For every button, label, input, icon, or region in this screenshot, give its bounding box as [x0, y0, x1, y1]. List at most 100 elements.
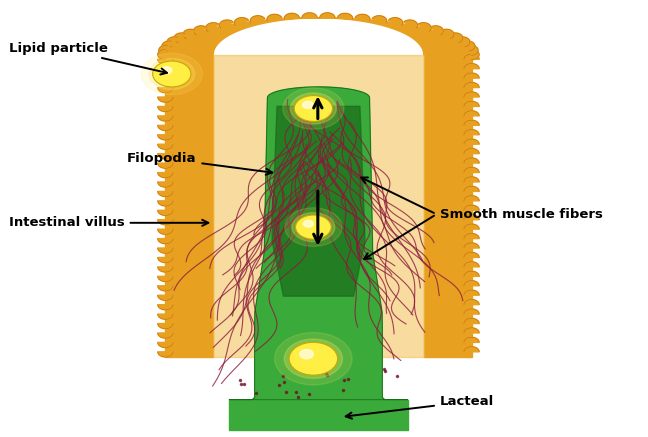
Circle shape [294, 96, 332, 121]
Polygon shape [442, 29, 454, 39]
Circle shape [141, 53, 202, 95]
Polygon shape [157, 210, 173, 215]
Polygon shape [250, 16, 265, 23]
Polygon shape [206, 23, 219, 31]
Circle shape [303, 101, 314, 108]
Polygon shape [157, 116, 173, 121]
Polygon shape [159, 45, 167, 55]
Polygon shape [464, 328, 479, 333]
Polygon shape [464, 73, 479, 78]
Polygon shape [418, 23, 431, 31]
Circle shape [161, 67, 172, 74]
Polygon shape [464, 111, 479, 116]
Text: Intestinal villus: Intestinal villus [9, 216, 208, 229]
Polygon shape [464, 224, 479, 229]
Polygon shape [464, 347, 479, 352]
Polygon shape [157, 239, 173, 244]
Polygon shape [220, 20, 233, 28]
Circle shape [153, 61, 191, 87]
Circle shape [275, 333, 352, 385]
Polygon shape [194, 26, 206, 35]
Polygon shape [213, 55, 424, 357]
Polygon shape [157, 286, 173, 291]
Polygon shape [165, 18, 472, 55]
Polygon shape [464, 243, 479, 248]
Polygon shape [157, 135, 173, 140]
Circle shape [284, 339, 342, 378]
Polygon shape [464, 63, 479, 69]
Polygon shape [157, 107, 173, 111]
Polygon shape [157, 163, 173, 168]
Polygon shape [157, 257, 173, 263]
Polygon shape [267, 14, 282, 21]
Polygon shape [157, 333, 173, 338]
Polygon shape [464, 158, 479, 163]
Polygon shape [157, 182, 173, 187]
Polygon shape [157, 69, 173, 74]
Polygon shape [157, 78, 173, 83]
Polygon shape [404, 20, 417, 28]
Polygon shape [338, 13, 353, 19]
Polygon shape [302, 13, 318, 18]
Polygon shape [157, 248, 173, 253]
Polygon shape [464, 337, 479, 343]
Polygon shape [464, 290, 479, 295]
Polygon shape [464, 281, 479, 286]
Polygon shape [464, 130, 479, 135]
Polygon shape [157, 267, 173, 272]
Polygon shape [235, 17, 249, 25]
Polygon shape [158, 49, 165, 60]
Polygon shape [470, 45, 478, 55]
Polygon shape [284, 13, 299, 19]
Polygon shape [157, 295, 173, 300]
Circle shape [283, 88, 344, 129]
Polygon shape [464, 262, 479, 267]
Polygon shape [388, 17, 402, 25]
Text: Lipid particle: Lipid particle [9, 42, 167, 74]
Polygon shape [464, 319, 479, 323]
Polygon shape [157, 144, 173, 149]
Circle shape [149, 59, 195, 90]
Polygon shape [464, 186, 479, 191]
Polygon shape [157, 352, 173, 357]
Polygon shape [452, 33, 463, 43]
Polygon shape [319, 13, 335, 18]
Polygon shape [157, 173, 173, 178]
Polygon shape [464, 92, 479, 97]
Polygon shape [272, 106, 365, 296]
Polygon shape [459, 37, 470, 47]
Polygon shape [183, 29, 195, 39]
Text: Lacteal: Lacteal [346, 395, 494, 419]
Polygon shape [464, 177, 479, 182]
Polygon shape [229, 400, 408, 430]
Polygon shape [464, 215, 479, 220]
Text: Filopodia: Filopodia [127, 152, 272, 175]
Polygon shape [174, 33, 185, 43]
Circle shape [285, 208, 342, 246]
Polygon shape [157, 323, 173, 329]
Polygon shape [424, 55, 472, 357]
Polygon shape [157, 305, 173, 310]
Polygon shape [157, 314, 173, 319]
Polygon shape [431, 26, 443, 35]
Circle shape [290, 93, 336, 124]
Circle shape [295, 215, 331, 239]
Polygon shape [157, 191, 173, 197]
Polygon shape [464, 83, 479, 87]
Polygon shape [372, 16, 387, 23]
Polygon shape [464, 205, 479, 210]
Polygon shape [157, 97, 173, 102]
Polygon shape [162, 41, 171, 51]
Polygon shape [464, 299, 479, 305]
Polygon shape [472, 49, 479, 60]
Polygon shape [157, 343, 173, 347]
Circle shape [289, 342, 338, 375]
Polygon shape [464, 252, 479, 257]
Polygon shape [464, 139, 479, 144]
Circle shape [292, 213, 335, 242]
Circle shape [300, 350, 314, 359]
Polygon shape [157, 220, 173, 225]
Circle shape [303, 220, 314, 227]
Polygon shape [167, 37, 178, 47]
Polygon shape [229, 87, 408, 400]
